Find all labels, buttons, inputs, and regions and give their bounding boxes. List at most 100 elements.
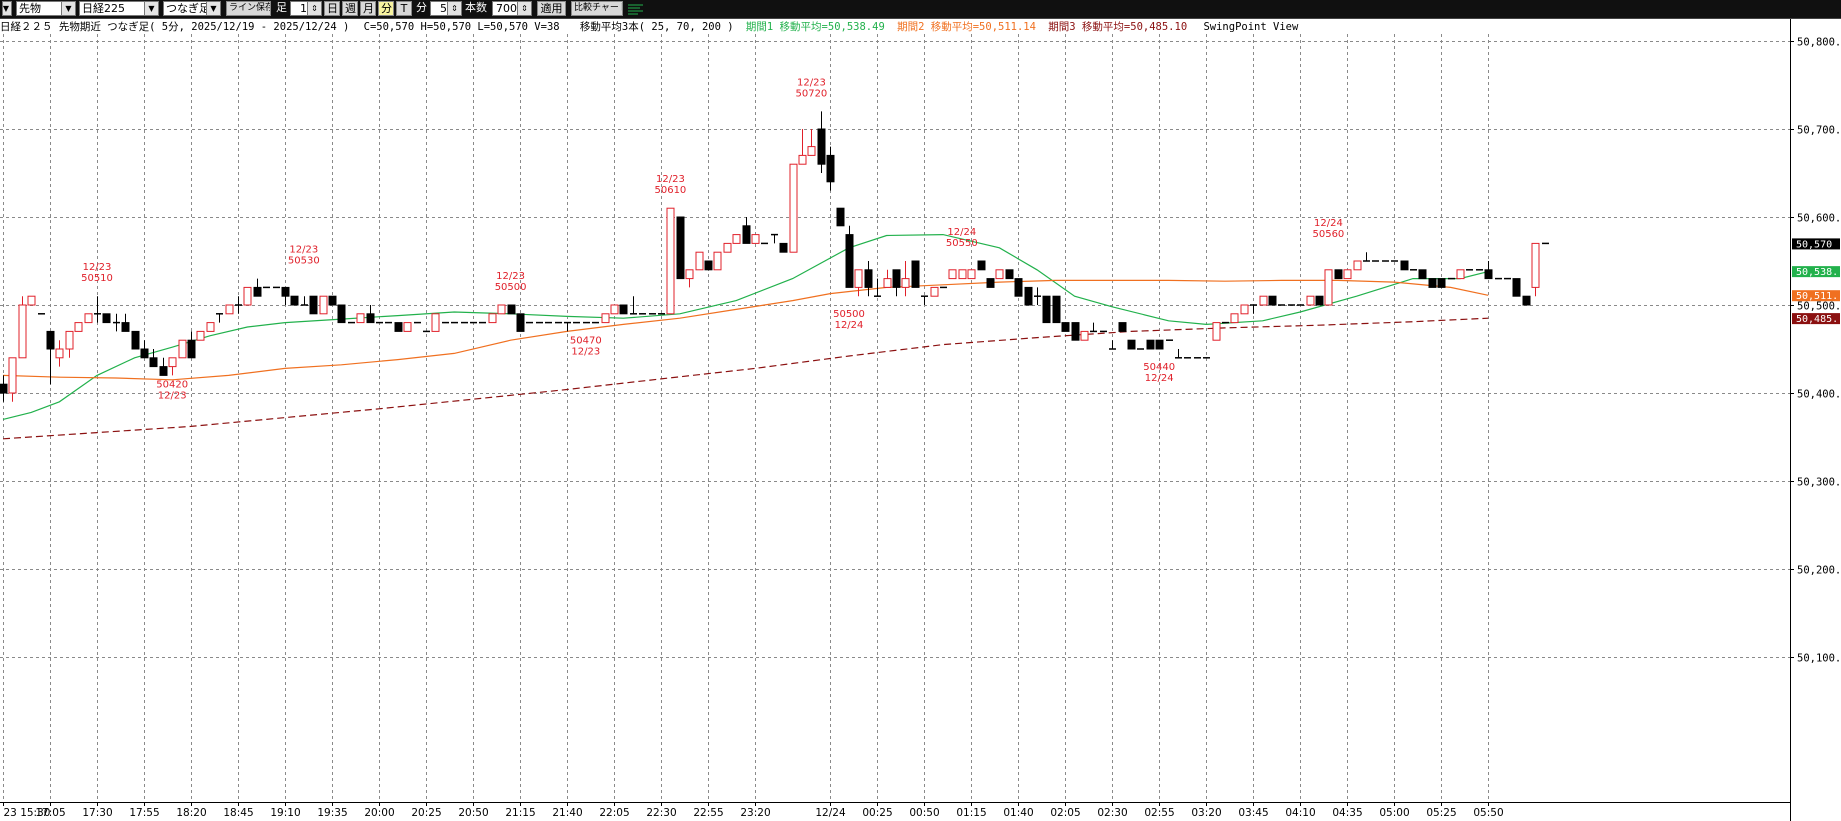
swing-label: 12/23 bbox=[83, 262, 112, 273]
candle bbox=[1353, 260, 1362, 271]
candle-body bbox=[1343, 269, 1352, 280]
x-tick-label: 20:00 bbox=[364, 807, 394, 819]
candle-body bbox=[1334, 269, 1343, 280]
x-tick-label: 00:25 bbox=[862, 807, 892, 819]
candle-body bbox=[1428, 278, 1437, 288]
candle bbox=[1118, 322, 1127, 332]
ma3-readout: 期間3 移動平均=50,485.10 bbox=[1048, 21, 1188, 33]
apply-button[interactable]: 適用 bbox=[537, 1, 566, 16]
candle bbox=[771, 233, 778, 244]
candle-body bbox=[704, 260, 713, 271]
candle bbox=[366, 305, 375, 324]
compare-chart-button[interactable]: 比較チャート bbox=[571, 1, 623, 16]
candle-body bbox=[826, 154, 835, 183]
candle bbox=[187, 331, 196, 359]
candle-body bbox=[74, 322, 83, 332]
candle-body bbox=[798, 154, 807, 165]
candlestick-chart[interactable]: 50,100.0 50,200.0 50,300.0 50,400.0 50,500.0… bbox=[0, 19, 1841, 821]
candle-body bbox=[516, 313, 525, 332]
candle-body bbox=[911, 260, 920, 288]
candle-body bbox=[995, 269, 1004, 280]
chart-mode-select[interactable]: つなぎ足 ▼ bbox=[163, 1, 221, 16]
candle-body bbox=[977, 260, 986, 271]
y-tick-label: 50,700.0 bbox=[1797, 125, 1841, 137]
chart-lines-icon[interactable] bbox=[627, 1, 645, 16]
candle bbox=[290, 295, 299, 306]
candle bbox=[1212, 322, 1221, 341]
candle bbox=[826, 146, 835, 191]
x-tick-label: 22:55 bbox=[693, 807, 723, 819]
swing-label: 50720 bbox=[795, 88, 827, 99]
candle bbox=[507, 304, 516, 315]
candle-body bbox=[178, 339, 187, 359]
candle bbox=[140, 340, 149, 359]
x-tick-label: 19:10 bbox=[270, 807, 300, 819]
candle-body bbox=[1127, 339, 1136, 350]
candle bbox=[704, 260, 713, 271]
period-stepper[interactable]: 1 ⇕ bbox=[290, 1, 322, 16]
candle bbox=[1146, 339, 1155, 350]
candle-body bbox=[1080, 330, 1089, 341]
line-save-button[interactable]: ライン保存 bbox=[226, 1, 271, 16]
ohlc-readout: C=50,570 H=50,570 L=50,570 V=38 bbox=[363, 21, 560, 33]
candle bbox=[676, 216, 685, 280]
y-tick-label: 50,400.0 bbox=[1797, 389, 1841, 401]
bars-value: 700 bbox=[496, 2, 517, 15]
candle-body bbox=[431, 313, 440, 332]
candle bbox=[1109, 340, 1116, 350]
month-button[interactable]: 月 bbox=[360, 1, 376, 16]
candle bbox=[695, 251, 704, 271]
candle-body bbox=[290, 295, 299, 306]
candle-body bbox=[732, 234, 741, 244]
interval-value: 5 bbox=[440, 2, 447, 15]
chevron-down-icon: ▼ bbox=[206, 2, 220, 15]
candle bbox=[102, 313, 111, 324]
day-button[interactable]: 日 bbox=[324, 1, 340, 16]
candle-body bbox=[507, 304, 516, 315]
minute-button[interactable]: 分 bbox=[378, 1, 394, 16]
candle-body bbox=[309, 295, 318, 315]
swing-label: 50470 bbox=[570, 335, 602, 346]
candle bbox=[1024, 286, 1033, 306]
candle bbox=[281, 286, 290, 305]
candle-body bbox=[225, 304, 234, 315]
week-button[interactable]: 週 bbox=[342, 1, 358, 16]
candle-body bbox=[55, 348, 64, 359]
candle bbox=[921, 295, 928, 305]
y-tick-label: 50,600.0 bbox=[1797, 213, 1841, 225]
x-tick-label: 19:35 bbox=[317, 807, 347, 819]
candle bbox=[854, 269, 863, 297]
swing-label: 50500 bbox=[495, 282, 527, 293]
bars-stepper[interactable]: 700 ⇕ bbox=[492, 1, 532, 16]
candle-body bbox=[1042, 295, 1051, 324]
stepper-icon: ⇕ bbox=[447, 2, 461, 15]
candle bbox=[713, 251, 722, 271]
stepper-icon: ⇕ bbox=[517, 2, 531, 15]
candle bbox=[356, 313, 365, 324]
interval-stepper[interactable]: 5 ⇕ bbox=[430, 1, 462, 16]
candle bbox=[1259, 295, 1268, 306]
market-select[interactable]: 先物 ▼ bbox=[16, 1, 76, 16]
candle bbox=[630, 296, 637, 315]
candle-body bbox=[967, 269, 976, 280]
tick-button[interactable]: T bbox=[396, 1, 412, 16]
candle bbox=[1005, 269, 1014, 280]
swing-label: 50610 bbox=[654, 185, 686, 196]
candle bbox=[836, 207, 845, 227]
menu-dropdown[interactable]: ▼ bbox=[2, 1, 12, 16]
candle-body bbox=[131, 330, 140, 350]
x-tick-label: 21:15 bbox=[505, 807, 535, 819]
index-select[interactable]: 日経225 ▼ bbox=[79, 1, 159, 16]
swing-label: 12/23 bbox=[289, 245, 318, 256]
candle bbox=[1080, 330, 1089, 341]
candle bbox=[1324, 269, 1333, 306]
candle-body bbox=[121, 322, 130, 332]
candle bbox=[732, 234, 741, 244]
candle-body bbox=[807, 146, 816, 156]
candle-body bbox=[892, 269, 901, 288]
candle-body bbox=[1146, 339, 1155, 350]
